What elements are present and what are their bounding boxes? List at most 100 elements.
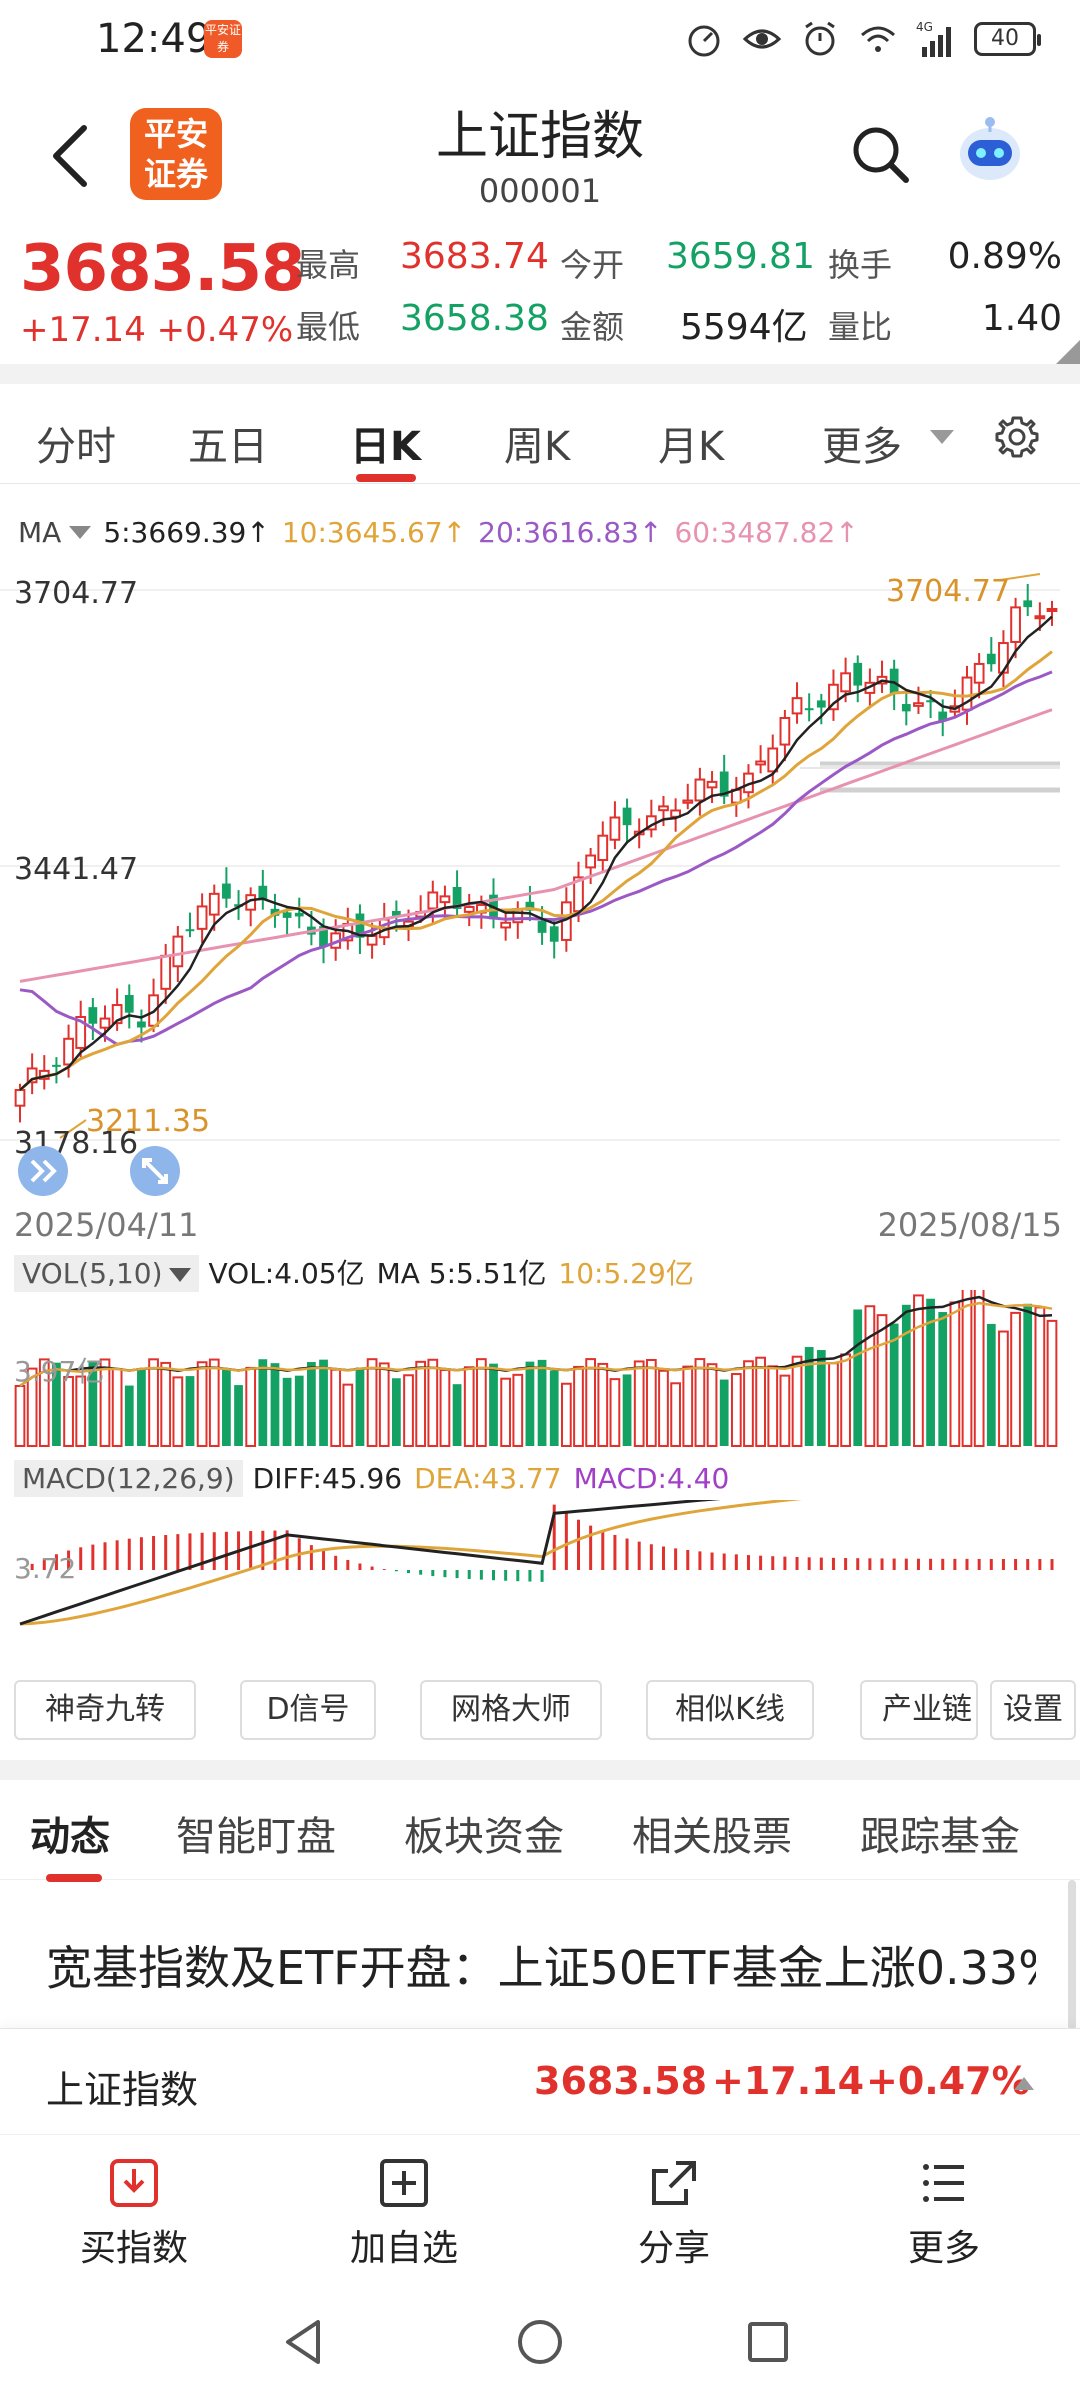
tab-five-day[interactable]: 五日	[188, 424, 268, 470]
status-bar: 12:49 平安证券 4G 40	[0, 0, 1080, 80]
status-time: 12:49	[96, 16, 212, 62]
tab-tracking-funds[interactable]: 跟踪基金	[860, 1814, 1020, 1860]
nav-back-icon[interactable]	[274, 2310, 338, 2374]
candle-body	[319, 926, 328, 947]
fullscreen-button[interactable]	[130, 1146, 180, 1196]
price-axis-top: 3704.77	[14, 576, 139, 611]
volume-chart[interactable]	[0, 1290, 1080, 1450]
index-code: 000001	[478, 172, 602, 210]
candle-body	[816, 700, 826, 708]
date-end: 2025/08/15	[877, 1206, 1062, 1244]
volume-bar	[876, 1314, 888, 1448]
volume-bar	[137, 1368, 146, 1446]
tab-daily-k[interactable]: 日K	[350, 424, 421, 470]
low-label: 最低	[296, 308, 361, 346]
scrollbar[interactable]	[1068, 1880, 1076, 2030]
candle-body	[779, 716, 791, 746]
nine-turn-button[interactable]: 神奇九转	[14, 1680, 196, 1740]
volume-bar	[378, 1362, 390, 1447]
candle-body	[160, 954, 172, 990]
tab-more[interactable]: 更多	[822, 424, 902, 470]
ticker-price: 3683.58	[534, 2059, 708, 2103]
alarm-icon	[805, 21, 835, 56]
volume-indicator-selector[interactable]: VOL(5,10)	[14, 1255, 199, 1292]
candle-body	[258, 885, 268, 900]
tab-news[interactable]: 动态	[30, 1814, 110, 1860]
volume-bar	[512, 1373, 524, 1447]
back-icon[interactable]	[40, 116, 100, 196]
similar-kline-button[interactable]: 相似K线	[646, 1680, 814, 1740]
kline-chart[interactable]	[0, 560, 1080, 1200]
speedometer-icon	[688, 25, 720, 57]
turnover-label: 换手	[828, 246, 893, 284]
candle-body	[1046, 607, 1058, 612]
candle-body	[52, 1064, 61, 1067]
news-headline[interactable]: 宽基指数及ETF开盘：上证50ETF基金上涨0.33%	[46, 1941, 1036, 1995]
ai-assistant-icon[interactable]	[950, 110, 1030, 190]
candle-body	[901, 704, 911, 712]
volume-bar	[597, 1362, 609, 1447]
candle-body	[26, 1067, 38, 1084]
high-value: 3683.74	[400, 236, 549, 277]
volume-bar	[853, 1309, 863, 1446]
grid-master-button[interactable]: 网格大师	[420, 1680, 602, 1740]
volume-bar	[196, 1361, 208, 1447]
candle-body	[75, 1016, 87, 1049]
macd-indicator-selector[interactable]: MACD(12,26,9)	[14, 1460, 243, 1497]
search-icon[interactable]	[846, 120, 912, 186]
candle-body	[366, 934, 378, 946]
candle-body	[99, 1017, 111, 1029]
candle-body	[500, 921, 512, 929]
ma-label[interactable]: MA	[18, 516, 62, 549]
candle-body	[804, 708, 814, 711]
industry-chain-button[interactable]: 产业链	[860, 1680, 978, 1740]
vol-ratio-label: 量比	[828, 308, 893, 346]
chevron-up-icon[interactable]	[1014, 2077, 1034, 2090]
candle-body	[597, 834, 609, 862]
volume-bar	[864, 1305, 876, 1448]
d-signal-button[interactable]: D信号	[240, 1680, 376, 1740]
chevron-down-icon[interactable]	[930, 430, 954, 444]
nav-home-icon[interactable]	[508, 2310, 572, 2374]
active-tab-indicator	[356, 474, 416, 482]
tab-sector-funds[interactable]: 板块资金	[404, 1814, 564, 1860]
candle-body	[282, 912, 292, 918]
change-percent: +0.47%	[156, 310, 294, 350]
volume-bar	[961, 1290, 973, 1448]
candle-body	[294, 912, 304, 917]
candle-body	[938, 711, 948, 722]
share-button[interactable]: 分享	[574, 2155, 774, 2271]
volume-bar	[622, 1374, 632, 1446]
tab-intraday[interactable]: 分时	[36, 424, 116, 470]
candle-body	[1034, 615, 1046, 620]
macd-chart[interactable]	[0, 1500, 1080, 1670]
ma10-value: 10:3645.67↑	[281, 516, 467, 549]
more-button[interactable]: 更多	[844, 2155, 1044, 2271]
volume-bar	[14, 1385, 26, 1447]
tab-monthly-k[interactable]: 月K	[658, 424, 725, 470]
volume-bar	[1034, 1306, 1046, 1447]
candle-body	[185, 929, 195, 932]
volume-bar	[208, 1358, 220, 1447]
ma-legend: MA 5:3669.39↑ 10:3645.67↑ 20:3616.83↑ 60:348…	[18, 516, 871, 549]
volume-bar	[124, 1385, 134, 1446]
tab-smart-watch[interactable]: 智能盯盘	[176, 1814, 336, 1860]
candle-body	[706, 780, 718, 789]
signal-icon: 4G	[916, 20, 951, 57]
gear-icon[interactable]	[992, 412, 1042, 462]
nav-recents-icon[interactable]	[736, 2310, 800, 2374]
buy-index-button[interactable]: 买指数	[34, 2155, 234, 2271]
tab-weekly-k[interactable]: 周K	[504, 424, 571, 470]
amount-value: 5594亿	[680, 307, 808, 348]
expand-corner-icon[interactable]	[1056, 340, 1080, 364]
add-watchlist-button[interactable]: 加自选	[304, 2155, 504, 2271]
expand-button[interactable]	[18, 1146, 68, 1196]
ticker-bar[interactable]: 上证指数 3683.58 +17.14 +0.47%	[0, 2028, 1080, 2134]
settings-button[interactable]: 设置	[990, 1680, 1076, 1740]
ma60-value: 60:3487.82↑	[674, 516, 859, 549]
chevron-down-icon[interactable]	[69, 525, 92, 539]
volume-bar	[730, 1373, 742, 1447]
candles	[14, 583, 1058, 1123]
tab-related-stocks[interactable]: 相关股票	[632, 1814, 792, 1860]
candle-body	[124, 994, 134, 1013]
